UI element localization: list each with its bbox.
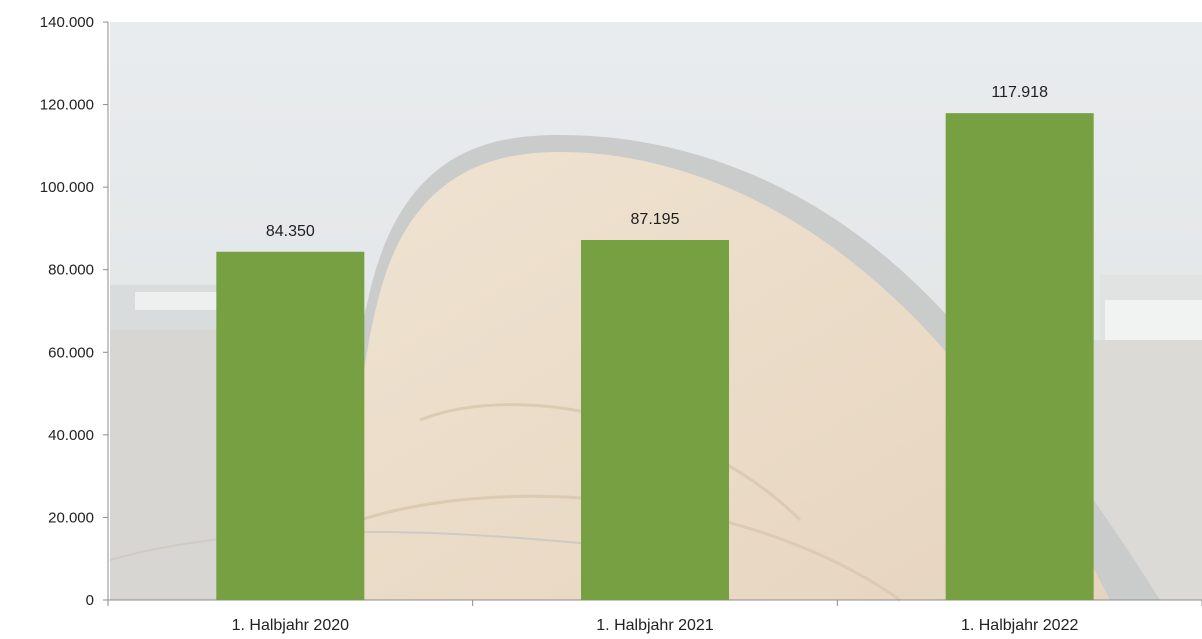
y-tick-label: 0 <box>86 592 94 609</box>
y-tick-label: 80.000 <box>48 262 94 279</box>
y-tick-label: 40.000 <box>48 427 94 444</box>
bar <box>581 240 729 600</box>
y-tick-label: 100.000 <box>40 179 94 196</box>
y-tick-label: 60.000 <box>48 344 94 361</box>
bar <box>945 113 1094 600</box>
category-label: 1. Halbjahr 2022 <box>961 617 1079 634</box>
bar <box>216 251 365 600</box>
data-label: 87.195 <box>631 211 680 228</box>
data-label: 117.918 <box>991 84 1048 101</box>
y-tick-label: 120.000 <box>40 97 94 114</box>
category-label: 1. Halbjahr 2021 <box>596 617 714 634</box>
y-tick-label: 20.000 <box>48 509 94 526</box>
y-tick-label: 140.000 <box>40 14 94 31</box>
category-label: 1. Halbjahr 2020 <box>232 617 350 634</box>
data-label: 84.350 <box>266 223 315 240</box>
